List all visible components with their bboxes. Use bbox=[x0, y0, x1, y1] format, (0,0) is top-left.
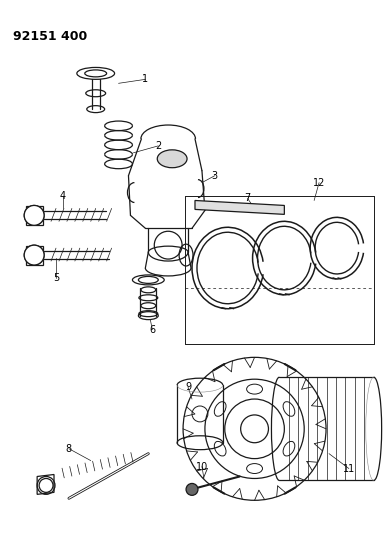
Polygon shape bbox=[26, 206, 43, 225]
Text: 7: 7 bbox=[244, 193, 251, 204]
Ellipse shape bbox=[157, 150, 187, 168]
Text: 10: 10 bbox=[196, 462, 208, 472]
Polygon shape bbox=[195, 200, 284, 214]
Text: 2: 2 bbox=[155, 141, 161, 151]
Ellipse shape bbox=[24, 245, 44, 265]
Polygon shape bbox=[26, 246, 43, 265]
Text: 12: 12 bbox=[313, 177, 325, 188]
Text: 8: 8 bbox=[66, 443, 72, 454]
Text: 3: 3 bbox=[212, 171, 218, 181]
Text: 92151 400: 92151 400 bbox=[13, 30, 88, 43]
Polygon shape bbox=[37, 474, 54, 494]
Circle shape bbox=[24, 205, 44, 225]
Circle shape bbox=[24, 245, 44, 265]
Text: 6: 6 bbox=[149, 325, 155, 335]
Text: 4: 4 bbox=[60, 190, 66, 200]
Circle shape bbox=[186, 483, 198, 495]
Ellipse shape bbox=[24, 205, 44, 225]
Text: 5: 5 bbox=[53, 273, 59, 283]
Text: 1: 1 bbox=[142, 74, 149, 84]
Text: 11: 11 bbox=[343, 464, 355, 473]
Circle shape bbox=[39, 479, 53, 492]
Text: 9: 9 bbox=[185, 382, 191, 392]
